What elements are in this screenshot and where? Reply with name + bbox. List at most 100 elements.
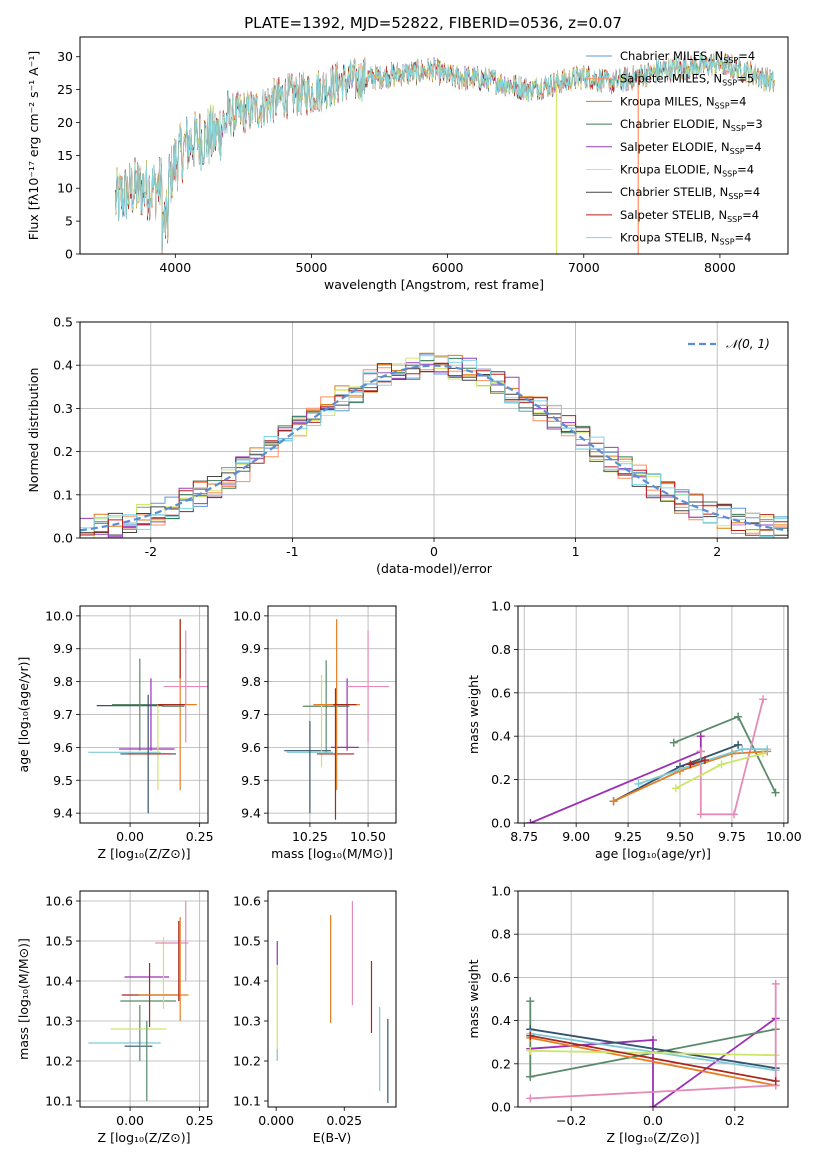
panel-massweight_vs_Z: −0.2 0.0 0.2 0.0 0.2 0.4 0.6 0.8 1.0 Z [log₁₀(Z/Z… <box>466 884 789 1145</box>
y-tick-label: 9.7 <box>53 707 73 722</box>
data-point <box>771 788 780 797</box>
y-tick-label: 0.3 <box>53 401 73 416</box>
y-tick-label: 0.4 <box>491 1013 511 1028</box>
panel-mass_vs_Z: 0.00 0.25 10.1 10.2 10.3 10.4 10.5 10.6 Z [log₁₀… <box>16 890 214 1145</box>
x-axis-label: Z [log₁₀(Z/Z⊙)] <box>607 1130 700 1145</box>
data-point <box>734 740 743 749</box>
series-line <box>530 1017 777 1107</box>
plot-area <box>88 619 208 814</box>
x-tick-label: 0.0 <box>643 1113 663 1128</box>
plot-area <box>276 901 389 1103</box>
data-point <box>771 979 780 988</box>
data-point <box>686 760 695 769</box>
y-tick-label: 9.7 <box>241 707 261 722</box>
series-line <box>530 1032 776 1072</box>
y-tick-label: 0.0 <box>53 531 73 546</box>
y-tick-label: 9.6 <box>241 740 261 755</box>
plot-area <box>80 352 788 538</box>
plot-area <box>88 901 189 1101</box>
y-tick-label: 9.9 <box>241 641 261 656</box>
y-tick-label: 9.5 <box>53 773 73 788</box>
x-tick-label: 0.025 <box>326 1113 362 1128</box>
y-tick-label: 10.0 <box>233 608 261 623</box>
plot-area <box>526 979 780 1107</box>
data-point <box>730 810 738 819</box>
y-tick-label: 0.0 <box>491 816 511 831</box>
y-tick-label: 10.1 <box>45 1094 73 1109</box>
axes-frame <box>517 605 789 824</box>
x-tick-label: 0 <box>430 544 438 559</box>
y-axis-label: age [log₁₀(age/yr)] <box>16 657 31 773</box>
y-tick-label: 9.8 <box>53 674 73 689</box>
y-tick-label: 9.8 <box>241 674 261 689</box>
legend-label: Kroupa ELODIE, NSSP=4 <box>620 163 754 179</box>
x-axis-label: age [log₁₀(age/yr)] <box>595 846 711 861</box>
axes-frame <box>517 890 789 1108</box>
y-tick-label: 9.4 <box>241 806 261 821</box>
legend-label: Kroupa STELIB, NSSP=4 <box>620 231 751 247</box>
plot-area <box>115 50 775 254</box>
x-axis-label: Z [log₁₀(Z/Z⊙)] <box>98 846 191 861</box>
x-tick-label: 8.75 <box>510 829 538 844</box>
plot-area <box>526 695 780 823</box>
y-tick-label: 10.3 <box>233 1014 261 1029</box>
x-axis-label: mass [log₁₀(M/M⊙)] <box>271 846 393 861</box>
y-tick-label: 0 <box>65 247 73 262</box>
data-point <box>526 1031 535 1040</box>
x-tick-label: 2 <box>713 544 721 559</box>
y-tick-label: 5 <box>65 214 73 229</box>
x-tick-label: 0.000 <box>258 1113 294 1128</box>
data-point <box>649 1036 657 1045</box>
plot-area <box>284 619 390 820</box>
y-tick-label: 1.0 <box>491 599 511 614</box>
y-tick-label: 25 <box>57 82 73 97</box>
y-tick-label: 9.4 <box>53 806 73 821</box>
data-point <box>526 1072 535 1081</box>
axes-frame <box>267 890 397 1108</box>
y-axis-label: mass [log₁₀(M/M⊙)] <box>16 938 31 1060</box>
legend-label: Kroupa MILES, NSSP=4 <box>620 94 746 110</box>
legend-label: Chabrier ELODIE, NSSP=3 <box>620 117 763 133</box>
y-axis-label: mass weight <box>466 959 481 1038</box>
y-tick-label: 10.0 <box>45 608 73 623</box>
y-tick-label: 10 <box>57 181 73 196</box>
x-tick-label: -1 <box>286 544 298 559</box>
data-point <box>526 819 535 823</box>
legend-label: Salpeter MILES, NSSP=5 <box>620 72 754 88</box>
y-tick-label: 9.6 <box>53 740 73 755</box>
x-axis-label: (data-model)/error <box>376 561 493 576</box>
x-tick-label: 0.00 <box>116 1113 144 1128</box>
data-point <box>609 797 618 806</box>
x-tick-label: 9.75 <box>718 829 746 844</box>
y-axis-label: Flux [fλ10⁻¹⁷ erg cm⁻² s⁻¹ A⁻¹] <box>26 51 41 240</box>
data-point <box>526 997 535 1006</box>
data-point <box>649 1103 657 1107</box>
y-tick-label: 30 <box>57 49 73 64</box>
y-tick-label: 9.9 <box>53 641 73 656</box>
data-point <box>738 745 747 754</box>
axes-frame <box>267 605 397 824</box>
data-point <box>763 745 772 754</box>
data-point <box>771 1077 780 1086</box>
series-line <box>530 1037 776 1087</box>
axes-frame <box>79 321 789 539</box>
x-tick-label: 8000 <box>704 260 736 275</box>
x-tick-label: 9.00 <box>562 829 590 844</box>
x-tick-label: 9.50 <box>666 829 694 844</box>
y-tick-label: 10.2 <box>233 1054 261 1069</box>
x-tick-label: -2 <box>145 544 157 559</box>
x-tick-label: 0.00 <box>116 829 144 844</box>
y-tick-label: 1.0 <box>491 884 511 899</box>
y-tick-label: 10.2 <box>45 1054 73 1069</box>
panel-massweight_vs_age: 8.75 9.00 9.25 9.50 9.75 10.00 0.0 0.2 0.4 0.6 0.8… <box>466 599 802 862</box>
legend-label: Chabrier STELIB, NSSP=4 <box>620 185 760 201</box>
x-tick-label: 10.25 <box>292 829 328 844</box>
x-tick-label: 10.00 <box>766 829 802 844</box>
y-tick-label: 0.2 <box>53 444 73 459</box>
x-tick-label: −0.2 <box>556 1113 586 1128</box>
x-tick-label: 0.25 <box>186 829 214 844</box>
data-point <box>669 738 678 747</box>
y-tick-label: 9.5 <box>241 773 261 788</box>
series-line <box>115 51 775 253</box>
